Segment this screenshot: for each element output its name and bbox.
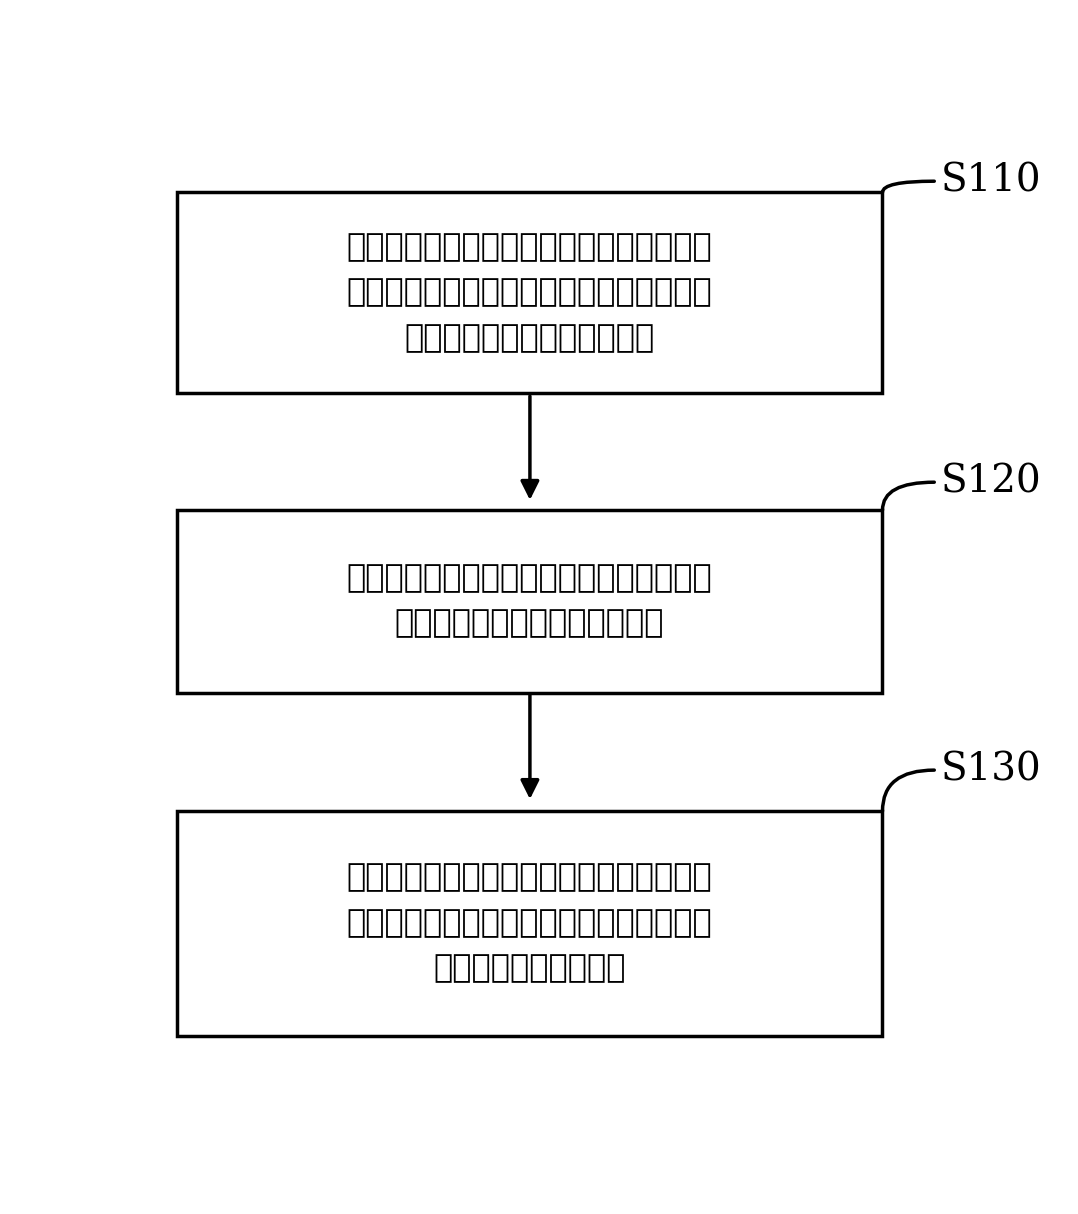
FancyBboxPatch shape bbox=[177, 811, 883, 1036]
Text: 利用所述对应关系计算支撑剂的注入量及沿
支撑裂缝长度方向的岩板的厚度: 利用所述对应关系计算支撑剂的注入量及沿 支撑裂缝长度方向的岩板的厚度 bbox=[347, 563, 713, 640]
Text: S110: S110 bbox=[941, 163, 1041, 199]
FancyBboxPatch shape bbox=[177, 510, 883, 692]
Text: 基于实际储层的压力、温度以及支撑剂的注
入情况进行模拟实验以确定支撑裂缝宽度与
支撑裂缝长度之间的对应关系: 基于实际储层的压力、温度以及支撑剂的注 入情况进行模拟实验以确定支撑裂缝宽度与 … bbox=[347, 232, 713, 353]
FancyBboxPatch shape bbox=[177, 193, 883, 393]
Text: S130: S130 bbox=[941, 751, 1041, 789]
Text: 根据所述岩板的厚度制作实验用岩板，并利
用该实验用岩板与计算得到的支撑剂的注入
量进行导流能力的测试: 根据所述岩板的厚度制作实验用岩板，并利 用该实验用岩板与计算得到的支撑剂的注入 … bbox=[347, 862, 713, 985]
Text: S120: S120 bbox=[941, 464, 1041, 500]
